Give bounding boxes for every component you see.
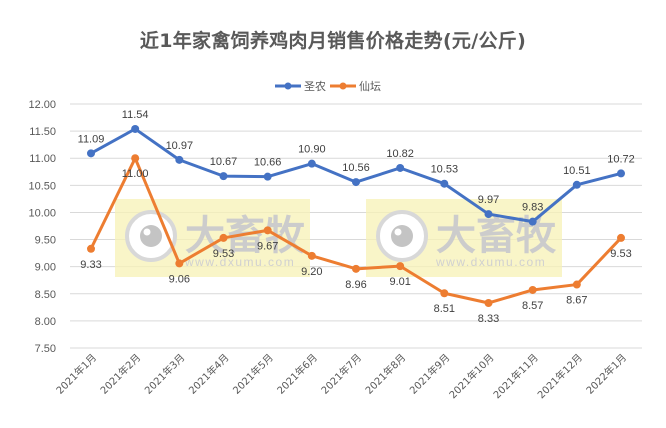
x-axis-ticks: 2021年1月 2021年2月 2021年3月 2021年4月 2021年5月 2021年…	[53, 351, 629, 401]
data-point	[131, 154, 140, 163]
data-label: 9.20	[301, 266, 322, 278]
y-tick-label: 10.00	[28, 207, 56, 219]
data-point	[263, 226, 272, 235]
data-point	[87, 149, 95, 158]
data-label: 10.82	[386, 148, 414, 160]
data-label: 10.72	[607, 153, 635, 165]
data-label: 9.01	[389, 276, 410, 288]
data-label: 10.53	[431, 164, 459, 176]
data-label: 9.83	[522, 202, 543, 214]
data-point	[175, 155, 184, 164]
watermark-url: www.dxumu.com	[184, 255, 295, 269]
y-tick-label: 8.50	[35, 289, 56, 301]
y-tick-label: 11.50	[29, 126, 56, 138]
legend-label: 圣农	[304, 79, 326, 93]
data-label: 10.97	[166, 140, 194, 152]
data-point	[352, 264, 360, 273]
data-point	[87, 244, 95, 253]
watermark-brand: 大畜牧	[436, 213, 557, 259]
legend-label: 仙坛	[359, 80, 381, 93]
watermark-url: www.dxumu.com	[435, 255, 546, 269]
data-label: 8.51	[434, 303, 455, 315]
y-tick-label: 11.00	[29, 153, 56, 165]
data-point	[396, 262, 405, 271]
y-tick-label: 12.00	[28, 99, 56, 111]
legend-marker-icon	[284, 82, 292, 90]
data-point	[572, 180, 581, 189]
data-label: 10.56	[342, 162, 370, 174]
chart-title: 近1年家禽饲养鸡肉月销售价格走势(元/公斤)	[139, 30, 527, 52]
x-tick-label: 2021年4月	[186, 351, 232, 397]
x-tick-label: 2022年1月	[583, 351, 629, 397]
data-point	[307, 159, 316, 168]
data-point	[263, 172, 272, 181]
legend-marker-icon	[339, 82, 347, 90]
data-label: 10.67	[210, 156, 238, 168]
data-point	[307, 251, 316, 260]
legend-item-1: 仙坛	[330, 80, 381, 93]
data-point	[484, 210, 493, 219]
data-label: 9.06	[169, 273, 190, 285]
data-point	[175, 259, 184, 268]
x-tick-label: 2021年5月	[230, 351, 276, 397]
x-tick-label: 2021年12月	[535, 351, 585, 401]
x-tick-label: 2021年10月	[446, 351, 496, 401]
data-label: 9.67	[257, 240, 278, 252]
data-label: 8.67	[566, 295, 587, 307]
y-tick-label: 8.00	[35, 316, 56, 328]
x-tick-label: 2021年2月	[97, 351, 143, 397]
data-point	[219, 233, 228, 242]
x-tick-label: 2021年3月	[142, 351, 188, 397]
y-axis-ticks: 12.00 11.50 11.00 10.50 10.00 9.50 9.00 8.50 8.0…	[28, 99, 56, 355]
data-label: 8.33	[478, 313, 499, 325]
y-tick-label: 9.50	[35, 235, 56, 247]
x-tick-label: 2021年9月	[407, 351, 453, 397]
x-tick-label: 2021年8月	[362, 351, 408, 397]
data-point	[484, 298, 493, 307]
y-tick-label: 10.50	[28, 180, 56, 192]
watermark-brand: 大畜牧	[185, 213, 306, 259]
x-tick-label: 2021年7月	[318, 351, 364, 397]
data-point	[617, 233, 625, 242]
data-point	[528, 217, 537, 226]
data-point	[131, 124, 140, 133]
data-label: 8.96	[345, 279, 366, 291]
y-tick-label: 7.50	[35, 343, 56, 355]
x-tick-label: 2021年6月	[274, 351, 320, 397]
data-point	[396, 163, 405, 172]
data-label: 10.51	[563, 165, 591, 177]
x-tick-label: 2021年11月	[490, 351, 540, 401]
series-lines	[87, 124, 625, 307]
data-label: 9.33	[80, 259, 101, 271]
data-label: 8.57	[522, 300, 543, 312]
data-point	[440, 289, 449, 298]
data-label: 11.54	[122, 109, 149, 121]
data-point	[440, 179, 449, 188]
data-point	[352, 178, 360, 187]
data-label: 10.66	[254, 157, 282, 169]
data-labels: 11.09 11.54 10.97 10.67 10.66 10.90 10.56 10.82…	[78, 109, 635, 325]
data-label: 9.53	[213, 248, 234, 260]
data-point	[572, 280, 581, 289]
legend-item-0: 圣农	[275, 79, 326, 93]
data-point	[219, 172, 228, 181]
data-label: 11.09	[78, 133, 105, 145]
data-point	[617, 169, 625, 178]
data-label: 10.90	[298, 144, 326, 156]
data-label: 9.53	[610, 248, 631, 260]
legend: 圣农 仙坛	[275, 79, 381, 93]
x-tick-label: 2021年1月	[53, 351, 99, 397]
data-point	[528, 285, 537, 294]
y-tick-label: 9.00	[35, 262, 56, 274]
data-label: 9.97	[478, 194, 499, 206]
data-label: 11.00	[122, 168, 149, 180]
